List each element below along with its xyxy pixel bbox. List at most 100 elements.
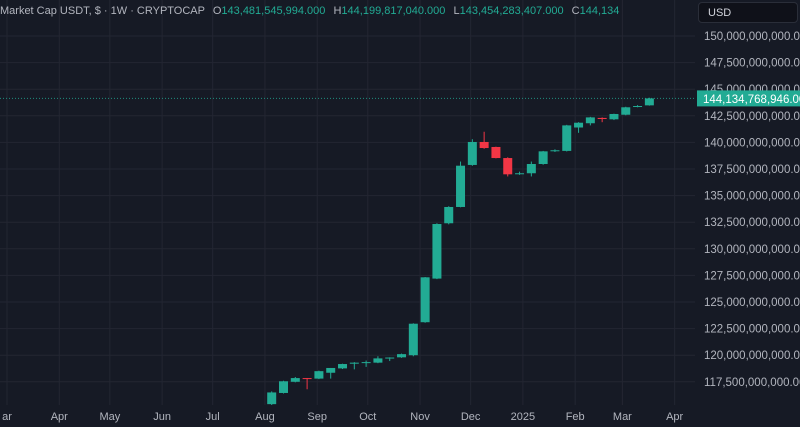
candle (444, 206, 454, 225)
candle-body (644, 98, 654, 106)
candle (585, 116, 595, 126)
symbol-title[interactable]: Market Cap USDT, $ · 1W · CRYPTOCAP (0, 5, 205, 17)
candle-body (479, 141, 489, 149)
candle-body (633, 106, 643, 108)
candle (279, 380, 289, 394)
y-tick-label: 130,000,000,000.000 (704, 244, 800, 256)
candle-body (361, 362, 371, 364)
y-tick-label: 135,000,000,000.000 (704, 191, 800, 203)
last-price-label: 144,134,768,946.000 (703, 94, 800, 106)
candle (385, 357, 395, 362)
candle (597, 117, 607, 123)
x-tick-label: Oct (359, 411, 376, 423)
x-tick-label: 2025 (511, 411, 535, 423)
y-tick-label: 140,000,000,000.000 (704, 137, 800, 149)
candle (397, 353, 407, 358)
x-tick-label: Apr (666, 411, 683, 423)
candle-body (550, 150, 560, 152)
x-tick-label: Apr (51, 411, 68, 423)
candle (338, 363, 348, 370)
candle-body (538, 151, 548, 164)
candle-body (515, 173, 525, 175)
y-tick-label: 117,500,000,000.000 (704, 377, 800, 389)
x-tick-label: May (99, 411, 120, 423)
currency-button[interactable]: USD (698, 2, 798, 23)
x-tick-label: Jun (153, 411, 171, 423)
candle-group (0, 97, 695, 405)
candle-body (373, 358, 383, 363)
candle-body (385, 357, 395, 359)
candle (420, 276, 430, 323)
open-label: O (212, 5, 222, 17)
last-price: 144,134,768,946.000 (697, 90, 800, 107)
candle (562, 124, 572, 152)
low-label: L (453, 5, 460, 17)
y-tick-label: 120,000,000,000.000 (704, 350, 800, 362)
candle-body (302, 378, 312, 380)
y-tick-label: 150,000,000,000.000 (704, 31, 800, 43)
candle (267, 391, 277, 405)
candle (302, 377, 312, 390)
low-value: 143,454,283,407.000 (459, 5, 564, 17)
candle-body (444, 206, 454, 224)
candle-body (585, 117, 595, 124)
candle-body (279, 381, 289, 393)
candle-body (609, 113, 619, 120)
candle (326, 367, 336, 379)
candle (503, 157, 513, 177)
candle (479, 131, 489, 149)
y-tick-label: 147,500,000,000.000 (704, 58, 800, 70)
candle-body (597, 117, 607, 119)
candle-body (621, 107, 631, 115)
y-tick-label: 137,500,000,000.000 (704, 164, 800, 176)
x-tick-label: Dec (461, 411, 481, 423)
candle (550, 149, 560, 152)
candle (633, 105, 643, 108)
candle-body (456, 165, 466, 207)
candle (491, 146, 501, 159)
symbol-legend: Market Cap USDT, $ · 1W · CRYPTOCAP O 143… (0, 5, 620, 17)
x-tick-label: Jul (206, 411, 220, 423)
close-value: 144,134,768,946.000... (579, 5, 620, 17)
candle (644, 97, 654, 106)
candle-body (397, 354, 407, 358)
close-label: C (571, 5, 580, 17)
time-axis[interactable]: ar Apr May Jun Jul Aug Sep Oct Nov Dec 2025 Feb Mar A… (2, 411, 683, 423)
y-tick-label: 127,500,000,000.000 (704, 270, 800, 282)
candle (456, 161, 466, 208)
candle (621, 106, 631, 116)
candle-body (314, 371, 324, 379)
candle (314, 370, 324, 380)
candle-body (338, 364, 348, 369)
x-tick-label: ar (2, 411, 12, 423)
candle (515, 171, 525, 175)
price-axis[interactable]: 150,000,000,000.000 147,500,000,000.000 14… (704, 31, 800, 389)
candle-body (290, 378, 300, 382)
candle (290, 377, 300, 383)
x-tick-label: Mar (613, 411, 632, 423)
candle-body (420, 277, 430, 323)
candle-body (467, 141, 477, 165)
y-tick-label: 125,000,000,000.000 (704, 297, 800, 309)
x-tick-label: Sep (307, 411, 327, 423)
x-tick-label: Feb (566, 411, 585, 423)
candle (432, 223, 442, 280)
candle-body (349, 362, 359, 364)
last-price-badge (697, 90, 800, 107)
y-tick-label: 122,500,000,000.000 (704, 324, 800, 336)
x-tick-label: Nov (410, 411, 430, 423)
candle-body (503, 158, 513, 175)
candle-body (408, 323, 418, 356)
candles (0, 97, 695, 405)
candle (609, 113, 619, 121)
candle (361, 360, 371, 367)
high-label: H (333, 5, 342, 17)
candle-body (432, 224, 442, 279)
candle-body (562, 125, 572, 151)
candle (349, 362, 359, 370)
candle-body (267, 392, 277, 405)
candle (373, 356, 383, 364)
grid (0, 0, 695, 405)
x-tick-label: Aug (255, 411, 275, 423)
